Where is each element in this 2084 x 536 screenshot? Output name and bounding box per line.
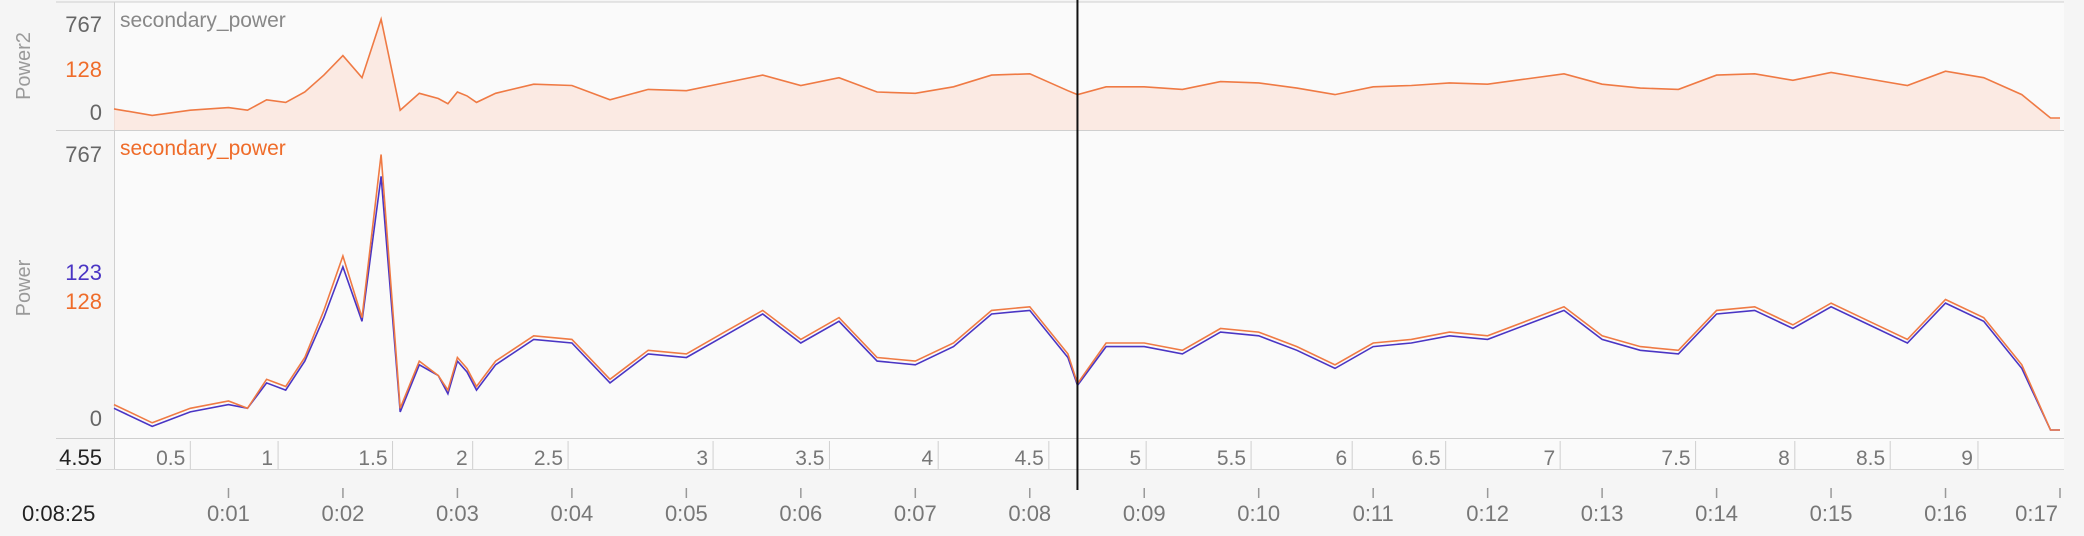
time-tick-label: 0:13 bbox=[1581, 501, 1624, 526]
power-panel bbox=[114, 131, 2064, 438]
distance-tick-label: 4 bbox=[922, 447, 934, 470]
power-secondary-line bbox=[113, 154, 2060, 431]
power2-tick-zero: 0 bbox=[90, 100, 102, 125]
distance-tick-label: 9 bbox=[1961, 447, 1973, 470]
time-axis: 0:01 0:02 0:03 0:04 0:05 0:06 0:07 0:08 0:09 0:10… bbox=[207, 488, 2061, 526]
power-axis-title: Power bbox=[13, 259, 35, 316]
distance-tick-label: 6.5 bbox=[1411, 447, 1440, 470]
distance-tick-label: 3.5 bbox=[795, 447, 824, 470]
time-tick-label: 0:03 bbox=[436, 501, 479, 526]
distance-tick-label: 5.5 bbox=[1217, 447, 1246, 470]
distance-tick-label: 2.5 bbox=[534, 447, 563, 470]
distance-tick-label: 8.5 bbox=[1856, 447, 1885, 470]
time-tick-label: 0:06 bbox=[779, 501, 822, 526]
time-tick-label: 0:05 bbox=[665, 501, 708, 526]
power-tick-max: 767 bbox=[65, 142, 102, 167]
distance-tick-label: 4.5 bbox=[1015, 447, 1044, 470]
power-cursor-value-secondary: 128 bbox=[65, 289, 102, 314]
time-tick-label: 0:17 bbox=[2015, 501, 2058, 526]
distance-tick-label: 1 bbox=[261, 447, 273, 470]
power2-legend-label: secondary_power bbox=[120, 9, 286, 32]
time-tick-label: 0:09 bbox=[1123, 501, 1166, 526]
time-tick-label: 0:07 bbox=[894, 501, 937, 526]
time-tick-label: 0:02 bbox=[322, 501, 365, 526]
cursor-distance-label: 4.55 bbox=[59, 445, 102, 470]
distance-tick-label: 1.5 bbox=[358, 447, 387, 470]
time-tick-label: 0:08 bbox=[1008, 501, 1051, 526]
distance-tick-label: 2 bbox=[456, 447, 468, 470]
power2-cursor-value: 128 bbox=[65, 57, 102, 82]
time-tick-label: 0:16 bbox=[1924, 501, 1967, 526]
time-tick-label: 0:04 bbox=[550, 501, 593, 526]
power2-axis-title: Power2 bbox=[13, 32, 35, 100]
distance-tick-label: 5 bbox=[1129, 447, 1141, 470]
power-legend-label: secondary_power bbox=[120, 137, 286, 160]
distance-axis: 0.5 1 1.5 2 2.5 3 3.5 4 4.5 5 5.5 6 6.5 7 7.5 8 8.5 9 bbox=[156, 441, 1979, 470]
power-primary-line bbox=[113, 176, 2060, 431]
time-tick-label: 0:01 bbox=[207, 501, 250, 526]
distance-tick-label: 6 bbox=[1336, 447, 1348, 470]
time-tick-label: 0:15 bbox=[1810, 501, 1853, 526]
power2-secondary-area bbox=[114, 19, 2060, 131]
distance-tick-label: 7.5 bbox=[1661, 447, 1690, 470]
distance-tick-label: 8 bbox=[1778, 447, 1790, 470]
time-tick-label: 0:12 bbox=[1466, 501, 1509, 526]
distance-tick-label: 3 bbox=[696, 447, 708, 470]
distance-tick-label: 7 bbox=[1543, 447, 1555, 470]
distance-tick-label: 0.5 bbox=[156, 447, 185, 470]
power-tick-zero: 0 bbox=[90, 406, 102, 431]
power-cursor-value-primary: 123 bbox=[65, 260, 102, 285]
power2-tick-max: 767 bbox=[65, 12, 102, 37]
cursor-time-label: 0:08:25 bbox=[22, 501, 95, 526]
distance-axis-band bbox=[114, 439, 2064, 469]
power2-secondary-line bbox=[113, 16, 2060, 119]
time-tick-label: 0:10 bbox=[1237, 501, 1280, 526]
time-tick-label: 0:14 bbox=[1695, 501, 1738, 526]
time-tick-label: 0:11 bbox=[1353, 501, 1394, 526]
